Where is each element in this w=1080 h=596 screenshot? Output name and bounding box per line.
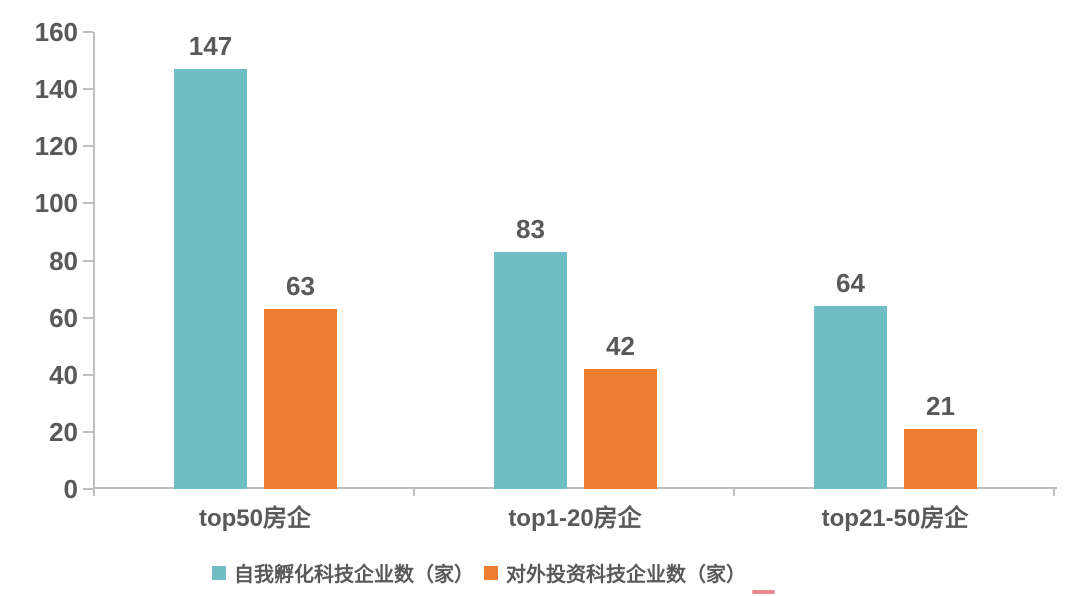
legend-item: 对外投资科技企业数（家） bbox=[484, 558, 746, 587]
y-axis-tick-label: 0 bbox=[63, 474, 78, 504]
y-axis-tick-label: 40 bbox=[49, 359, 78, 390]
bar bbox=[174, 69, 247, 489]
bar-value-label: 63 bbox=[286, 271, 315, 301]
legend-item: 自我孵化科技企业数（家） bbox=[212, 558, 474, 587]
bar-value-label: 147 bbox=[188, 31, 233, 61]
y-axis-tick bbox=[83, 259, 93, 262]
x-axis-tick bbox=[733, 489, 735, 496]
legend-label: 对外投资科技企业数（家） bbox=[506, 564, 746, 586]
legend-swatch bbox=[212, 565, 226, 580]
x-axis-category-label: top21-50房企 bbox=[821, 505, 969, 532]
x-axis-tick bbox=[93, 489, 95, 496]
red-underline-mark bbox=[752, 590, 775, 594]
y-axis-tick-label: 120 bbox=[34, 131, 78, 162]
x-axis-category-label: top1-20房企 bbox=[508, 505, 642, 532]
chart-legend: 自我孵化科技企业数（家） 对外投资科技企业数（家） bbox=[212, 558, 746, 587]
y-axis-tick bbox=[83, 202, 93, 205]
y-axis-tick-label: 100 bbox=[34, 188, 78, 219]
bar bbox=[264, 309, 337, 489]
y-axis-tick bbox=[83, 488, 93, 490]
y-axis-tick bbox=[83, 373, 93, 376]
y-axis-line bbox=[93, 32, 95, 489]
y-axis-tick-label: 140 bbox=[34, 74, 78, 105]
y-axis-tick bbox=[83, 316, 93, 319]
legend-label: 自我孵化科技企业数（家） bbox=[234, 564, 474, 586]
bar bbox=[584, 369, 657, 489]
x-axis-line bbox=[93, 487, 1057, 489]
y-axis-tick-label: 20 bbox=[49, 416, 78, 447]
bar bbox=[904, 429, 977, 489]
y-axis-tick-label: 80 bbox=[49, 245, 78, 276]
legend-swatch bbox=[484, 565, 498, 580]
bar bbox=[494, 252, 567, 489]
y-axis-tick-label: 60 bbox=[49, 302, 78, 333]
bar-value-label: 64 bbox=[836, 268, 865, 298]
bar-value-label: 21 bbox=[926, 391, 955, 421]
x-axis-category-label: top50房企 bbox=[198, 505, 311, 532]
bar bbox=[814, 306, 887, 489]
y-axis-tick bbox=[83, 430, 93, 433]
bar-value-label: 83 bbox=[516, 214, 545, 244]
y-axis-tick-label: 160 bbox=[34, 17, 78, 47]
x-axis-tick bbox=[413, 489, 415, 496]
y-axis-tick bbox=[83, 145, 93, 148]
y-axis-tick bbox=[83, 88, 93, 91]
y-axis-tick bbox=[83, 31, 93, 33]
bar-value-label: 42 bbox=[606, 331, 635, 361]
x-axis-tick bbox=[1053, 489, 1055, 496]
